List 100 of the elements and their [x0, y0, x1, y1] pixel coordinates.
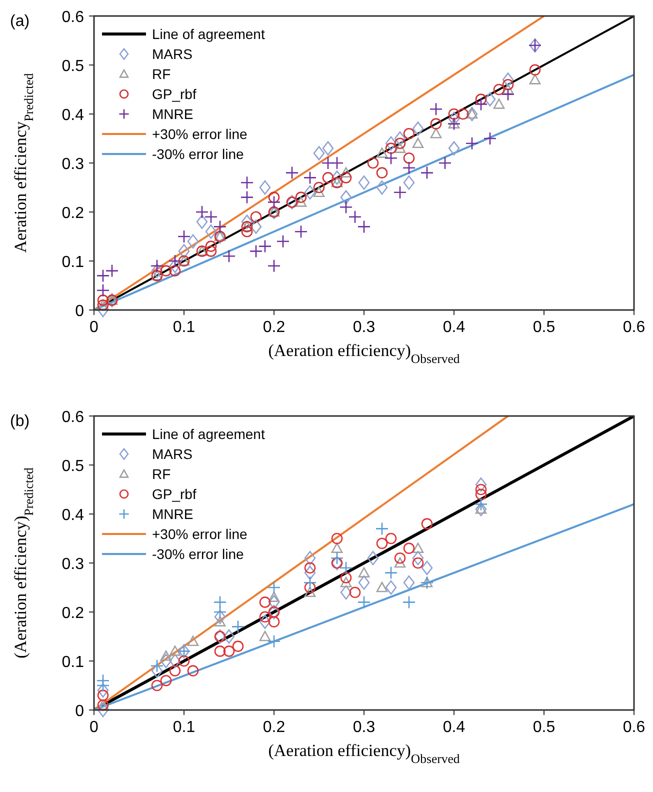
- point: [502, 84, 514, 94]
- point: [331, 532, 343, 544]
- point: [177, 230, 191, 244]
- point: [403, 128, 415, 140]
- point: [223, 629, 235, 644]
- point: [384, 151, 398, 165]
- point: [295, 192, 307, 203]
- point: [475, 484, 487, 496]
- point: [394, 557, 406, 568]
- point: [97, 683, 109, 698]
- chart-title: (a): [10, 13, 30, 30]
- point: [358, 567, 370, 578]
- point: [96, 284, 110, 298]
- point: [385, 142, 397, 154]
- point: [259, 596, 271, 608]
- point: [330, 551, 344, 565]
- point: [529, 64, 541, 76]
- point: [367, 550, 379, 566]
- legend-label: MNRE: [152, 106, 194, 122]
- point: [340, 190, 352, 204]
- point: [313, 182, 325, 194]
- point: [105, 264, 119, 278]
- point: [376, 538, 388, 550]
- point: [240, 190, 254, 204]
- point: [304, 185, 316, 200]
- y-tick-label: 0.5: [62, 58, 84, 75]
- x-axis-title: (Aeration efficiency)$_{Observed}$: [268, 741, 460, 766]
- y-tick-label: 0.2: [62, 205, 84, 222]
- point: [358, 575, 370, 590]
- y-tick-label: 0.1: [62, 254, 84, 271]
- point: [169, 665, 181, 676]
- point: [214, 610, 226, 624]
- point: [303, 576, 317, 590]
- legend-label: GP_rbf: [152, 486, 196, 502]
- point: [339, 200, 353, 214]
- x-axis-title: (Aeration efficiency)$_{Observed}$: [268, 341, 460, 366]
- x-tick-label: 0: [90, 719, 99, 736]
- y-tick-label: 0.2: [62, 605, 84, 622]
- point: [267, 580, 281, 594]
- point: [97, 294, 109, 306]
- point: [160, 265, 172, 276]
- point: [457, 108, 469, 120]
- point: [285, 166, 299, 180]
- point: [258, 240, 272, 253]
- point: [97, 690, 109, 701]
- point: [223, 646, 235, 657]
- chart-title: (b): [10, 413, 30, 430]
- y-tick-label: 0: [75, 303, 84, 320]
- legend-label: -30% error line: [152, 146, 244, 162]
- legend-label: RF: [152, 66, 171, 82]
- point: [250, 220, 262, 234]
- point: [241, 214, 253, 229]
- point: [267, 634, 281, 648]
- x-tick-label: 0.2: [262, 319, 286, 336]
- point: [348, 210, 362, 224]
- point: [501, 88, 515, 102]
- point: [529, 74, 541, 84]
- point: [357, 220, 371, 234]
- point: [313, 146, 325, 160]
- point: [394, 138, 406, 150]
- point: [429, 102, 443, 116]
- x-tick-label: 0.2: [262, 719, 286, 736]
- point: [475, 503, 487, 514]
- legend-label: RF: [152, 466, 171, 482]
- x-tick-label: 0.4: [442, 319, 466, 336]
- point: [268, 595, 280, 610]
- point: [493, 84, 505, 96]
- legend-label: MARS: [152, 446, 192, 462]
- point: [169, 646, 181, 656]
- point: [376, 167, 388, 178]
- point: [475, 477, 487, 492]
- y-tick-label: 0.4: [62, 507, 84, 524]
- point: [474, 98, 488, 111]
- point: [402, 596, 416, 609]
- point: [150, 259, 164, 273]
- point: [438, 156, 452, 170]
- point: [402, 161, 416, 175]
- point: [385, 532, 397, 544]
- point: [384, 566, 398, 580]
- point: [303, 171, 317, 184]
- legend-label: +30% error line: [152, 526, 248, 542]
- x-tick-label: 0.6: [622, 319, 646, 336]
- point: [475, 488, 487, 500]
- point: [313, 186, 325, 198]
- point: [474, 498, 488, 511]
- point: [403, 152, 415, 164]
- point: [403, 175, 415, 190]
- point: [169, 654, 181, 668]
- point: [268, 592, 280, 602]
- x-tick-label: 0.5: [532, 719, 556, 736]
- point: [340, 585, 352, 600]
- point: [502, 72, 514, 87]
- point: [214, 616, 226, 626]
- point: [430, 118, 442, 130]
- point: [304, 582, 316, 594]
- point: [448, 141, 460, 156]
- point: [214, 646, 226, 657]
- point: [483, 132, 497, 146]
- point: [430, 128, 442, 138]
- point: [340, 572, 352, 584]
